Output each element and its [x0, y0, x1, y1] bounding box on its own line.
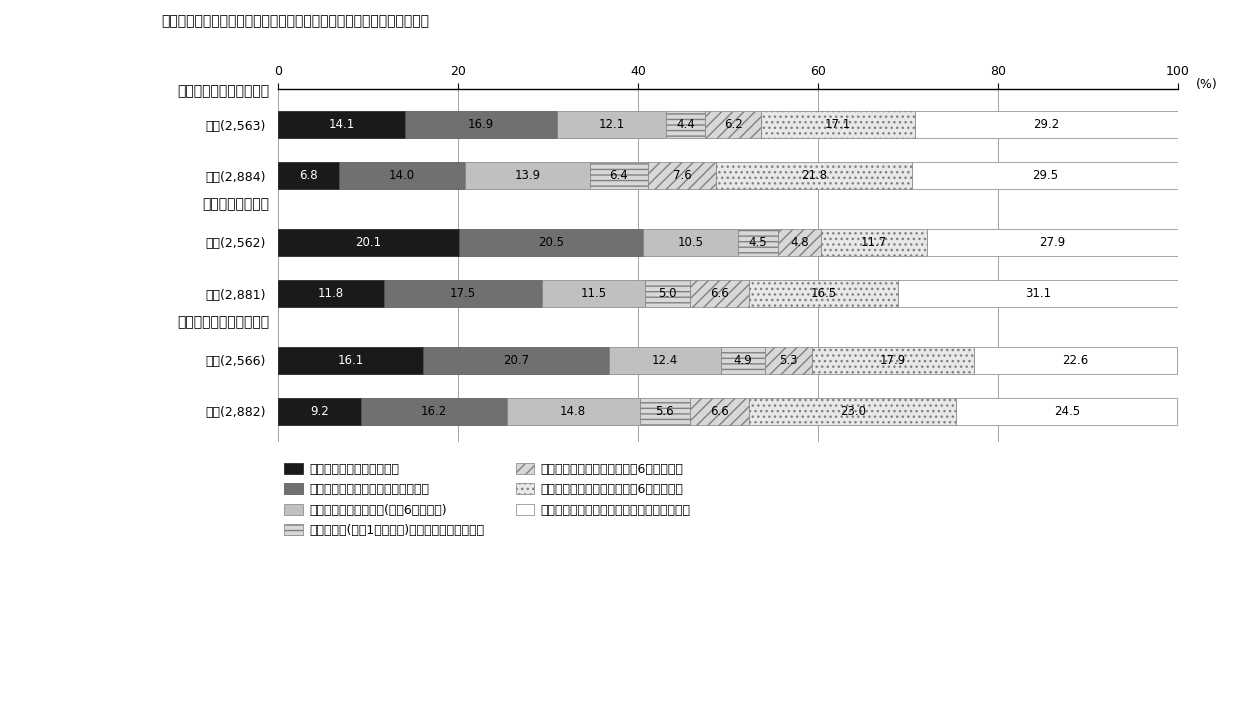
- Bar: [821, 229, 926, 256]
- Bar: [691, 280, 749, 307]
- Text: 20.5: 20.5: [538, 236, 564, 249]
- Text: 16.2: 16.2: [420, 405, 446, 418]
- Text: 4.5: 4.5: [749, 236, 768, 249]
- Bar: [761, 111, 915, 138]
- Legend: 改善することに関心がない, 関心はあるが改善するつもりはない, 改善するつもりである(概ね6ヶ月以内), 近いうちに(概ね1ヶ月以内)改善するつもりである, 既: 改善することに関心がない, 関心はあるが改善するつもりはない, 改善するつもりで…: [284, 462, 691, 537]
- Bar: [749, 280, 898, 307]
- Bar: [423, 347, 609, 373]
- Bar: [590, 162, 647, 189]
- Bar: [898, 280, 1178, 307]
- Text: 20.1: 20.1: [356, 236, 382, 249]
- Bar: [339, 162, 465, 189]
- Bar: [749, 398, 956, 425]
- Text: 12.4: 12.4: [652, 354, 678, 367]
- Bar: [765, 347, 812, 373]
- Bar: [609, 347, 720, 373]
- Bar: [738, 229, 779, 256]
- Bar: [706, 111, 761, 138]
- Text: 14.1: 14.1: [329, 118, 355, 131]
- Bar: [666, 111, 706, 138]
- Bar: [542, 280, 645, 307]
- Bar: [644, 229, 738, 256]
- Bar: [384, 280, 542, 307]
- Text: 29.5: 29.5: [1032, 169, 1058, 182]
- Text: 24.5: 24.5: [1054, 405, 1080, 418]
- Text: 21.8: 21.8: [801, 169, 827, 182]
- Bar: [647, 162, 717, 189]
- Bar: [278, 111, 404, 138]
- Text: 6.6: 6.6: [711, 405, 729, 418]
- Bar: [645, 280, 691, 307]
- Bar: [278, 229, 459, 256]
- Text: (%): (%): [1195, 78, 1218, 91]
- Text: 17.1: 17.1: [825, 118, 851, 131]
- Text: 27.9: 27.9: [1039, 236, 1065, 249]
- Text: 17.9: 17.9: [880, 354, 906, 367]
- Bar: [717, 162, 913, 189]
- Bar: [913, 162, 1178, 189]
- Text: 16.9: 16.9: [467, 118, 494, 131]
- Text: 31.1: 31.1: [1024, 287, 1052, 300]
- Text: 6.6: 6.6: [711, 287, 729, 300]
- Bar: [926, 229, 1178, 256]
- Text: 20.7: 20.7: [503, 354, 529, 367]
- Text: 10.5: 10.5: [677, 236, 703, 249]
- Text: 16.5: 16.5: [811, 287, 837, 300]
- Text: 5.3: 5.3: [780, 354, 797, 367]
- Bar: [361, 398, 506, 425]
- Bar: [278, 162, 339, 189]
- Text: 4.4: 4.4: [676, 118, 694, 131]
- Text: 5.6: 5.6: [656, 405, 675, 418]
- Text: 9.2: 9.2: [310, 405, 329, 418]
- Text: 23.0: 23.0: [839, 405, 866, 418]
- Text: 【果物を食べる】: 【果物を食べる】: [202, 197, 269, 211]
- Text: 6.2: 6.2: [724, 118, 743, 131]
- Text: 【食塩の摂取を控える】: 【食塩の摂取を控える】: [177, 314, 269, 329]
- Bar: [459, 229, 644, 256]
- Bar: [973, 347, 1177, 373]
- Text: 11.8: 11.8: [317, 287, 343, 300]
- Bar: [956, 398, 1177, 425]
- Text: 11.5: 11.5: [580, 287, 606, 300]
- Text: 17.5: 17.5: [450, 287, 476, 300]
- Text: 29.2: 29.2: [1033, 118, 1059, 131]
- Text: 14.0: 14.0: [389, 169, 415, 182]
- Bar: [720, 347, 765, 373]
- Text: 4.8: 4.8: [791, 236, 810, 249]
- Text: 14.8: 14.8: [560, 405, 587, 418]
- Text: 11.7: 11.7: [861, 236, 888, 249]
- Text: 【野菜を十分に食べる】: 【野菜を十分に食べる】: [177, 84, 269, 98]
- Bar: [915, 111, 1178, 138]
- Bar: [557, 111, 666, 138]
- Bar: [691, 398, 749, 425]
- Bar: [779, 229, 821, 256]
- Bar: [278, 398, 361, 425]
- Bar: [278, 347, 423, 373]
- Text: 12.1: 12.1: [598, 118, 625, 131]
- Bar: [404, 111, 557, 138]
- Text: 13.9: 13.9: [515, 169, 541, 182]
- Bar: [465, 162, 590, 189]
- Bar: [812, 347, 973, 373]
- Text: 7.6: 7.6: [672, 169, 692, 182]
- Text: 5.0: 5.0: [658, 287, 677, 300]
- Bar: [506, 398, 640, 425]
- Text: 16.1: 16.1: [337, 354, 363, 367]
- Text: 22.6: 22.6: [1063, 354, 1089, 367]
- Bar: [278, 280, 384, 307]
- Text: 問：あなたは、現在の食習慣について、改善したいと思っていますか。: 問：あなたは、現在の食習慣について、改善したいと思っていますか。: [161, 14, 429, 28]
- Text: 6.8: 6.8: [299, 169, 317, 182]
- Text: 4.9: 4.9: [733, 354, 753, 367]
- Text: 6.4: 6.4: [610, 169, 629, 182]
- Bar: [640, 398, 691, 425]
